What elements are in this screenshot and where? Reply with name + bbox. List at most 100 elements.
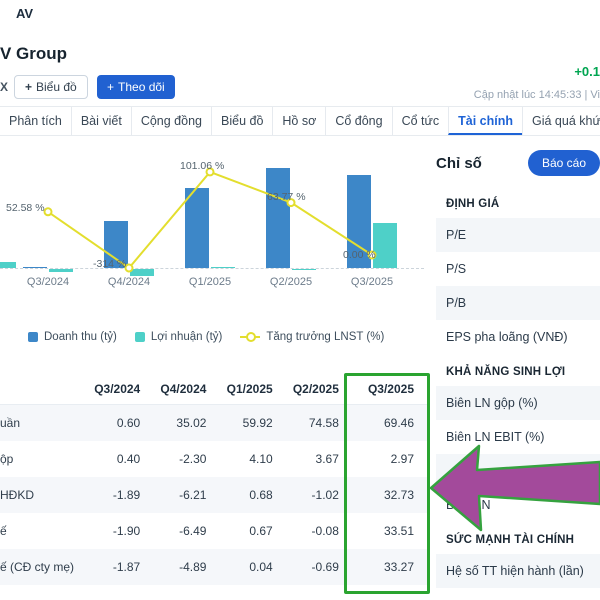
chart-bar	[211, 267, 235, 268]
price-change: +0.1	[574, 64, 600, 79]
tab-bieu-do[interactable]: Biểu đồ	[211, 107, 272, 135]
sidebar-item-eps: EPS pha loãng (VNĐ)	[446, 330, 568, 344]
financial-table: Q3/2024 Q4/2024 Q1/2025 Q2/2025 Q3/2025 …	[0, 374, 430, 585]
table-header-blank	[0, 374, 85, 405]
cell: 0.68	[249, 488, 273, 502]
cell: -0.69	[311, 560, 339, 574]
cell: 0.67	[249, 524, 273, 538]
cell: 0.04	[249, 560, 273, 574]
tab-cong-dong[interactable]: Cộng đồng	[130, 107, 211, 135]
follow-button-label: Theo dõi	[118, 80, 165, 94]
chart-bar	[266, 168, 290, 268]
chart-bar	[23, 267, 47, 268]
ticker-suffix: X	[0, 80, 9, 94]
cell: 32.73	[383, 488, 414, 502]
tab-phan-tich[interactable]: Phân tích	[9, 114, 62, 128]
table-header-q3-2025: Q3/2025	[348, 374, 430, 405]
section-kha-nang-sinh-loi: KHẢ NĂNG SINH LỢI	[446, 366, 566, 378]
sidebar-chi-so: Chỉ số Báo cáo ĐỊNH GIÁ P/E P/S P/B EPS …	[436, 148, 600, 588]
table-header-row: Q3/2024 Q4/2024 Q1/2025 Q2/2025 Q3/2025	[0, 374, 430, 405]
cell: 4.10	[249, 452, 273, 466]
growth-point-label: 0.00 %	[343, 249, 376, 261]
table-row: ế -1.90 -6.49 0.67 -0.08 33.51	[0, 513, 430, 549]
sidebar-item-bien-ln-ebit: Biên LN EBIT (%)	[446, 430, 545, 444]
table-row: uần 0.60 35.02 59.92 74.58 69.46	[0, 404, 430, 441]
cell: -1.87	[112, 560, 141, 574]
chart-bar	[49, 269, 73, 272]
page-title: V Group	[0, 44, 68, 63]
updated-timestamp: Cập nhật lúc 14:45:33 | Vi	[473, 89, 600, 101]
x-axis-label: Q1/2025	[188, 276, 232, 288]
cell: -4.89	[179, 560, 207, 574]
table-header-q3-2024: Q3/2024	[84, 374, 151, 405]
cell: 33.51	[383, 524, 414, 538]
chart-button[interactable]: + Biểu đồ	[14, 75, 88, 99]
chart-button-label: Biểu đồ	[36, 80, 77, 94]
cell: 69.46	[383, 416, 414, 430]
growth-point-label: 52.58 %	[6, 201, 45, 214]
table-row: ộp 0.40 -2.30 4.10 3.67 2.97	[0, 441, 430, 477]
sidebar-title: Chỉ số	[436, 154, 482, 172]
table-row: HĐKD -1.89 -6.21 0.68 -1.02 32.73	[0, 477, 430, 513]
sidebar-header: Chỉ số Báo cáo	[436, 148, 600, 178]
x-axis-label: Q3/2025	[350, 276, 394, 288]
tab-gia-qua-khu[interactable]: Giá quá khứ	[522, 107, 600, 135]
growth-point-label: 63.77 %	[267, 190, 306, 203]
legend-swatch-revenue	[28, 332, 38, 342]
chart-zero-line	[0, 268, 424, 269]
chart-bar	[185, 187, 209, 268]
cell: 35.02	[176, 416, 207, 430]
row-label: ộp	[0, 452, 14, 466]
legend-label-profit: Lợi nhuận (tỷ)	[150, 331, 223, 343]
cell: 2.97	[390, 452, 414, 466]
x-axis-label: Q2/2025	[269, 276, 313, 288]
section-suc-manh-tai-chinh: SỨC MẠNH TÀI CHÍNH	[446, 534, 575, 546]
cell: -0.08	[311, 524, 339, 538]
row-label: ế (CĐ cty mẹ)	[0, 560, 75, 574]
sidebar-item-covered	[436, 454, 600, 488]
tab-ho-so[interactable]: Hồ sơ	[272, 107, 325, 135]
row-label: HĐKD	[0, 488, 35, 502]
cell: -2.30	[179, 452, 207, 466]
legend-label-revenue: Doanh thu (tỷ)	[44, 331, 117, 343]
row-label: uần	[0, 416, 21, 430]
chart-legend: Doanh thu (tỷ) Lợi nhuận (tỷ) Tăng trưởn…	[28, 331, 384, 343]
legend-item-growth: Tăng trưởng LNST (%)	[240, 331, 384, 343]
chart[interactable]: Q3/2024 Q4/2024 Q1/2025 Q2/2025 Q3/2025 52.58…	[0, 140, 432, 372]
cell: 0.40	[116, 452, 141, 466]
x-axis-label: Q4/2024	[107, 276, 151, 288]
cell: 0.60	[116, 416, 141, 430]
cell: -6.49	[179, 524, 207, 538]
follow-button[interactable]: + Theo dõi	[97, 75, 175, 99]
tab-tai-chinh[interactable]: Tài chính	[448, 107, 522, 135]
sidebar-item-ps: P/S	[446, 262, 467, 276]
cell: 59.92	[242, 416, 273, 430]
table-row: ế (CĐ cty mẹ) -1.87 -4.89 0.04 -0.69 33.…	[0, 549, 430, 585]
tab-co-dong[interactable]: Cổ đông	[325, 107, 391, 135]
legend-item-revenue: Doanh thu (tỷ)	[28, 331, 117, 343]
growth-point-label: -314 %	[93, 258, 127, 270]
partial-bar	[0, 262, 16, 268]
chart-bar	[292, 269, 316, 270]
brand-logo: AV	[16, 6, 34, 21]
tab-bar: Phân tích Bài viết Cộng đồng Biểu đồ Hồ …	[0, 106, 600, 136]
tab-bai-viet[interactable]: Bài viết	[70, 107, 131, 135]
growth-point-label: 101.06 %	[180, 159, 225, 172]
sidebar-item-pe: P/E	[436, 218, 600, 252]
table-header-q4-2024: Q4/2024	[150, 374, 217, 405]
cell: 74.58	[308, 416, 339, 430]
legend-item-profit: Lợi nhuận (tỷ)	[134, 331, 223, 343]
legend-label-growth: Tăng trưởng LNST (%)	[266, 331, 385, 343]
chart-bar	[373, 223, 397, 268]
plus-icon: +	[25, 80, 33, 94]
cell: 3.67	[315, 452, 339, 466]
legend-swatch-profit	[134, 332, 145, 342]
tab-co-tuc[interactable]: Cổ tức	[391, 107, 449, 135]
report-button[interactable]: Báo cáo	[527, 150, 600, 176]
table-header-q2-2025: Q2/2025	[282, 374, 349, 405]
sidebar-item-bien-ln: Biên LN	[446, 498, 491, 512]
legend-swatch-growth	[240, 332, 261, 342]
sidebar-item-pb: P/B	[436, 286, 600, 320]
x-axis-label: Q3/2024	[26, 276, 70, 288]
plus-icon: +	[107, 80, 115, 94]
